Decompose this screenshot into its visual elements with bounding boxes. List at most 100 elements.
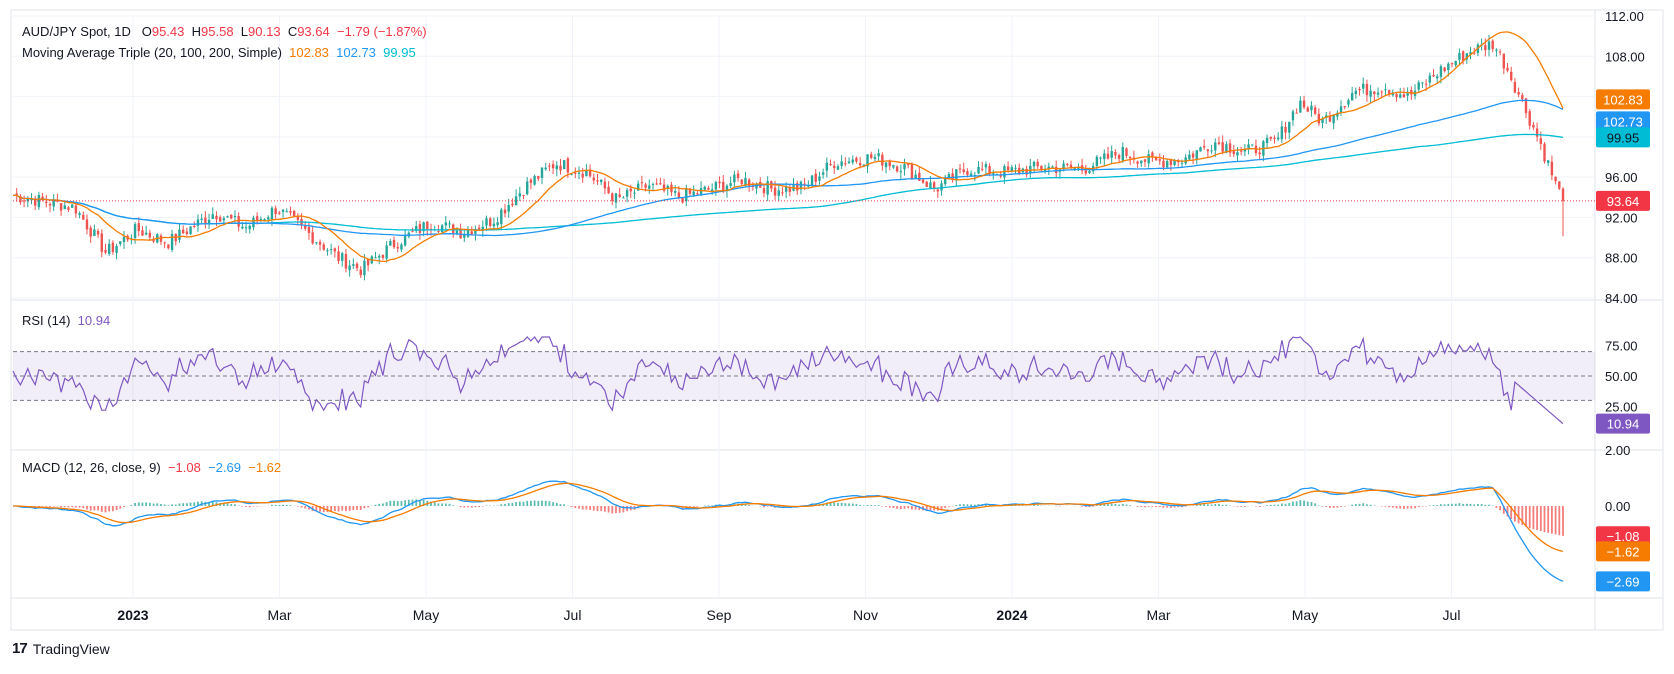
candle-body: [1191, 153, 1195, 158]
candle-body: [585, 170, 588, 176]
candle-body: [1406, 91, 1409, 96]
candle-body: [1380, 91, 1383, 93]
candle-body: [285, 211, 288, 213]
candle-body: [1302, 100, 1306, 108]
candle-body: [688, 188, 692, 194]
candle-body: [1461, 51, 1465, 62]
rsi-legend-label: RSI (14): [22, 313, 71, 328]
ma200-tag: [1596, 127, 1650, 148]
candle-body: [810, 175, 814, 186]
candle-body: [1399, 94, 1402, 98]
candle-body: [104, 249, 107, 253]
candle-body: [747, 179, 751, 187]
candle-body: [1029, 165, 1032, 174]
candle-body: [1232, 151, 1235, 155]
candle-body: [100, 233, 103, 252]
candle-body: [1047, 166, 1050, 170]
rsi-value-tag: [1596, 413, 1650, 434]
candle-body: [1498, 51, 1502, 53]
candle-body: [1439, 66, 1443, 77]
candle-body: [692, 191, 695, 196]
candle-body: [396, 247, 399, 249]
candle-body: [644, 184, 647, 188]
candle-body: [1106, 153, 1110, 159]
candle-body: [37, 194, 41, 208]
tradingview-brand[interactable]: 17 TradingView: [12, 640, 110, 657]
candle-body: [533, 175, 536, 185]
time-tick-label: May: [1292, 607, 1318, 623]
candle-body: [329, 249, 333, 251]
candle-body: [1288, 122, 1291, 133]
candle-body: [267, 217, 270, 220]
time-tick-label: Nov: [853, 607, 878, 623]
candle-body: [500, 209, 503, 225]
candle-body: [48, 204, 52, 206]
candle-body: [1547, 160, 1550, 163]
candle-body: [1273, 137, 1276, 139]
candle-body: [1284, 126, 1287, 133]
candle-body: [1043, 169, 1047, 172]
candle-body: [352, 264, 355, 266]
macd-hist-tag-text: −1.08: [1607, 529, 1640, 544]
candle-body: [925, 181, 928, 187]
candle-body: [489, 218, 492, 226]
candle-body: [714, 182, 718, 190]
candle-body: [833, 165, 836, 169]
ma-legend: Moving Average Triple (20, 100, 200, Sim…: [22, 45, 416, 60]
candle-body: [93, 229, 96, 236]
candle-body: [444, 222, 448, 226]
candle-body: [729, 183, 732, 186]
candle-body: [873, 156, 877, 159]
price-legend: AUD/JPY Spot, 1D O95.43 H95.58 L90.13 C9…: [22, 24, 427, 39]
candle-body: [1365, 83, 1369, 96]
candle-body: [248, 225, 251, 230]
candle-body: [1239, 150, 1243, 152]
candle-body: [895, 166, 899, 172]
candle-body: [821, 172, 825, 175]
open-value: 95.43: [151, 24, 185, 39]
candle-body: [1195, 150, 1198, 160]
candle-body: [411, 230, 414, 232]
candle-body: [944, 177, 947, 185]
candle-body: [1103, 153, 1106, 160]
candle-body: [359, 269, 362, 276]
candle-body: [263, 219, 266, 221]
candle-body: [1117, 154, 1121, 159]
candle-body: [45, 201, 48, 204]
low-label: L: [240, 24, 249, 39]
candle-body: [119, 241, 122, 245]
price-tick-label: 96.00: [1605, 170, 1638, 185]
candle-body: [30, 198, 33, 201]
candle-body: [673, 190, 677, 193]
candle-body: [167, 244, 170, 249]
candle-body: [977, 166, 980, 174]
macd-legend-macd: −2.69: [208, 460, 241, 475]
rsi-tick-label: 50.00: [1605, 369, 1638, 384]
candle-body: [485, 218, 488, 226]
candle-body: [477, 227, 481, 230]
candle-body: [111, 242, 115, 252]
candle-body: [355, 263, 359, 269]
candle-body: [207, 219, 211, 224]
candle-body: [611, 193, 614, 201]
candle-body: [233, 215, 237, 218]
candle-body: [1006, 166, 1010, 171]
candle-body: [529, 179, 533, 183]
candle-body: [784, 186, 788, 192]
candle-body: [1561, 188, 1565, 201]
candle-body: [903, 164, 906, 170]
candle-body: [392, 239, 396, 248]
candle-body: [1228, 143, 1232, 153]
candle-body: [1332, 114, 1335, 124]
candle-body: [710, 189, 714, 191]
candle-body: [422, 222, 425, 232]
candle-body: [1062, 163, 1065, 169]
candle-body: [966, 171, 969, 176]
candle-body: [230, 214, 233, 219]
candle-body: [725, 185, 729, 191]
candle-body: [1128, 156, 1132, 159]
time-tick-label: Mar: [1146, 607, 1170, 623]
candle-body: [1084, 170, 1087, 174]
ma20-value: 102.83: [289, 45, 329, 60]
